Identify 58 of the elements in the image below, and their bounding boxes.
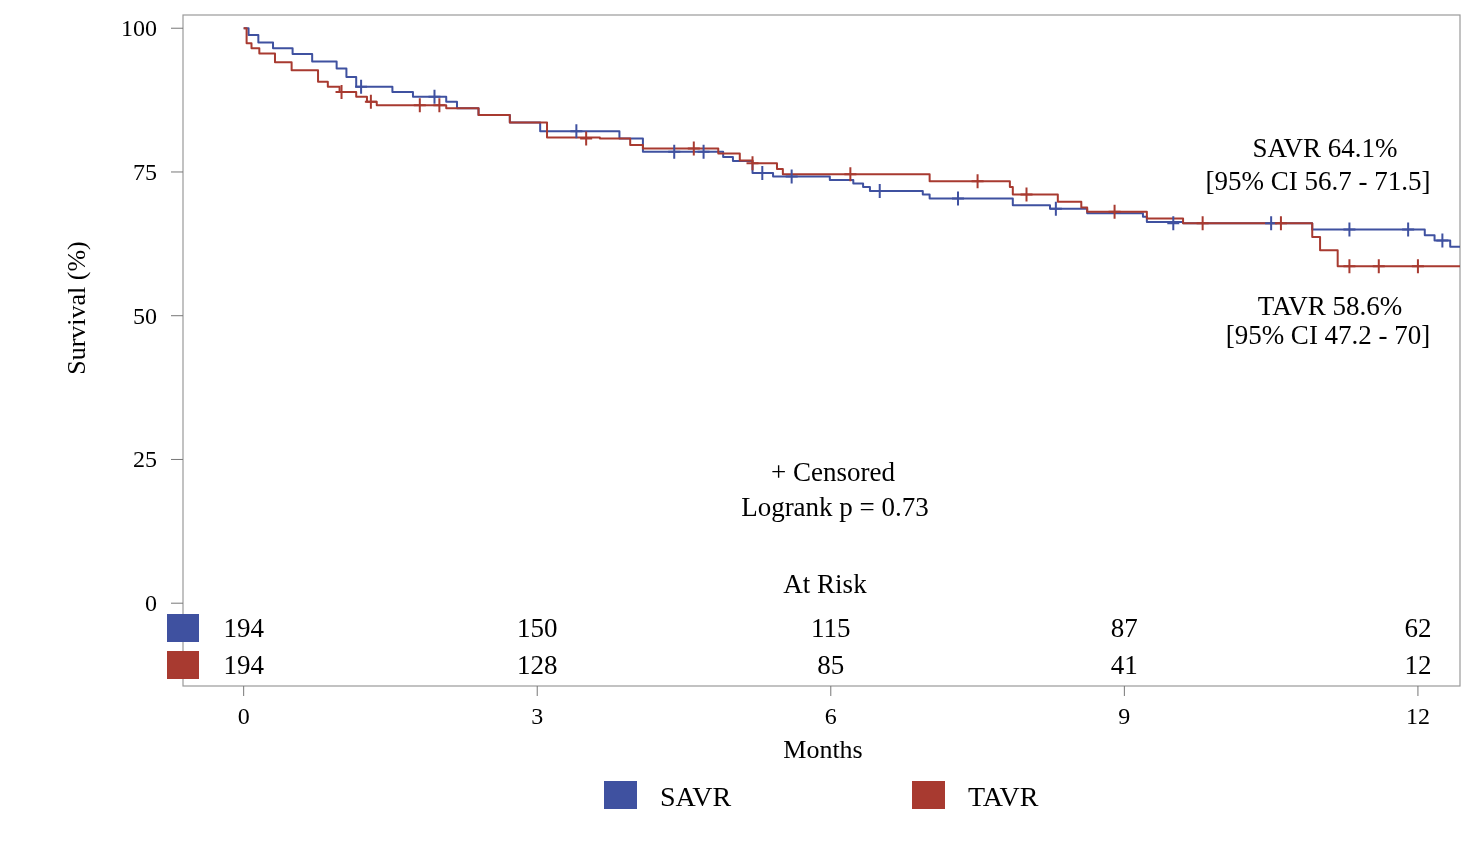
point [745, 155, 760, 172]
point [412, 97, 427, 114]
point [843, 166, 858, 183]
annotation: TAVR 58.6% [1257, 291, 1403, 321]
annotation: 150 [516, 613, 558, 643]
y-tick-label: 25 [133, 446, 157, 473]
annotation: 41 [1110, 650, 1138, 680]
annotation: 115 [811, 613, 851, 643]
point [1401, 221, 1416, 238]
annotation: [95% CI 47.2 - 70] [1225, 320, 1431, 350]
point [1166, 215, 1181, 232]
point [686, 140, 701, 157]
annotation: 194 [223, 613, 265, 643]
point [354, 78, 369, 95]
annotation: 87 [1110, 613, 1138, 643]
point [1342, 221, 1357, 238]
point [1195, 215, 1210, 232]
x-tick-label: 6 [824, 703, 837, 729]
point [951, 190, 966, 207]
legend-label: SAVR [660, 780, 732, 812]
point [1342, 258, 1357, 275]
annotation: + Censored [771, 457, 896, 487]
annotation: 128 [516, 650, 558, 680]
point [696, 143, 711, 160]
annotation: 62 [1404, 613, 1432, 643]
point [427, 88, 442, 105]
x-tick-label: 12 [1405, 703, 1430, 729]
annotation: [95% CI 56.7 - 71.5] [1205, 166, 1431, 196]
point [1410, 258, 1425, 275]
point [1107, 203, 1122, 220]
legend-label: TAVR [968, 780, 1039, 812]
annotation: 194 [223, 650, 265, 680]
y-tick-label: 100 [121, 15, 157, 42]
x-tick-label: 9 [1118, 703, 1131, 729]
annotation: Logrank p = 0.73 [741, 492, 929, 522]
point [432, 97, 447, 114]
point [579, 130, 594, 147]
point [1273, 215, 1288, 232]
point [667, 143, 682, 160]
point [1048, 200, 1063, 217]
x-axis-title: Months [783, 734, 863, 764]
y-tick-label: 50 [133, 302, 157, 329]
y-axis-title: Survival (%) [61, 241, 91, 375]
annotation: SAVR 64.1% [1252, 133, 1398, 163]
y-tick-label: 75 [133, 158, 157, 185]
annotation: At Risk [783, 569, 868, 599]
point [1371, 258, 1386, 275]
point [1019, 186, 1034, 203]
point [1435, 232, 1450, 249]
point [970, 173, 985, 190]
point [569, 123, 584, 140]
x-tick-label: 0 [237, 703, 250, 729]
point [363, 93, 378, 110]
annotation: 12 [1404, 650, 1432, 680]
annotation: 85 [817, 650, 845, 680]
point [784, 168, 799, 185]
y-tick-label: 0 [145, 590, 157, 617]
x-tick-label: 3 [531, 703, 544, 729]
